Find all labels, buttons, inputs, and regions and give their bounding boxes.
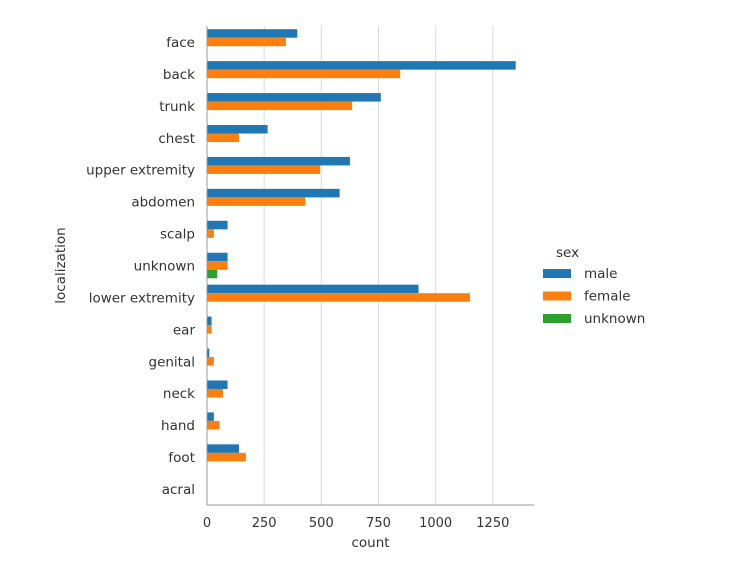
- bar-unknown: [207, 269, 218, 279]
- y-tick-label: hand: [161, 418, 195, 434]
- bar-female: [207, 229, 214, 238]
- bar-female: [207, 357, 214, 366]
- legend-title: sex: [556, 245, 579, 261]
- bar-male: [207, 156, 350, 166]
- legend-label-male: male: [584, 266, 617, 282]
- bar-male: [207, 188, 340, 198]
- y-tick-label: scalp: [160, 227, 195, 243]
- x-tick-label: 1250: [476, 516, 509, 531]
- y-tick-label: abdomen: [131, 195, 195, 211]
- bar-male: [207, 444, 240, 453]
- bar-female: [207, 133, 240, 143]
- bar-male: [207, 220, 228, 230]
- y-tick-label: lower extremity: [89, 290, 195, 306]
- y-tick-label: genital: [149, 354, 196, 370]
- bar-male: [207, 412, 214, 421]
- y-tick-label: trunk: [159, 99, 195, 115]
- bar-female: [207, 325, 212, 334]
- bar-male: [207, 380, 228, 389]
- x-tick-label: 500: [309, 516, 334, 531]
- bar-female: [207, 388, 224, 398]
- bar-female: [207, 197, 306, 206]
- legend-swatch-unknown: [543, 314, 571, 323]
- y-tick-label: ear: [173, 322, 196, 338]
- bar-female: [207, 293, 470, 302]
- x-tick-label: 750: [366, 516, 391, 531]
- y-tick-label: upper extremity: [86, 163, 195, 179]
- bar-male: [207, 316, 212, 326]
- bar-female: [207, 261, 228, 270]
- y-tick-label: foot: [168, 450, 195, 466]
- y-axis-label: localization: [53, 227, 69, 303]
- x-axis-label: count: [351, 535, 389, 551]
- bar-female: [207, 101, 353, 111]
- legend-label-female: female: [584, 289, 631, 305]
- bar-male: [207, 93, 381, 102]
- bar-female: [207, 420, 220, 430]
- bar-male: [207, 29, 298, 38]
- bars: [207, 29, 516, 462]
- bar-male: [207, 124, 268, 134]
- legend-swatch-male: [543, 269, 571, 278]
- y-tick-label: back: [163, 67, 195, 83]
- x-tick-label: 1000: [419, 516, 452, 531]
- y-tick-label: chest: [158, 131, 195, 147]
- bar-female: [207, 69, 401, 79]
- bar-male: [207, 348, 210, 358]
- legend-label-unknown: unknown: [584, 311, 645, 327]
- y-tick-label: acral: [162, 482, 195, 498]
- legend-swatch-female: [543, 291, 571, 301]
- x-tick-label: 0: [203, 516, 211, 531]
- y-tick-label: face: [166, 35, 195, 51]
- bar-male: [207, 61, 516, 70]
- bar-female: [207, 452, 246, 462]
- bar-male: [207, 284, 419, 294]
- bar-female: [207, 165, 321, 174]
- bar-female: [207, 37, 286, 47]
- y-tick-label: neck: [163, 386, 195, 402]
- y-tick-label: unknown: [134, 259, 195, 275]
- x-tick-label: 250: [252, 516, 277, 531]
- bar-male: [207, 252, 228, 262]
